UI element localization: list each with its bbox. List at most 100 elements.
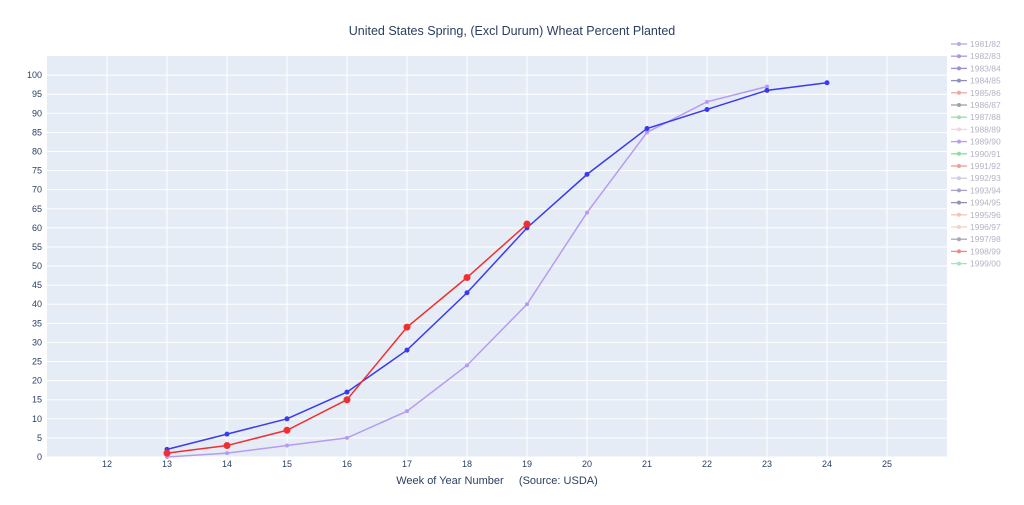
series-line [166,81,828,451]
legend-label: 1986/87 [970,100,1001,110]
x-tick-label: 13 [162,459,172,469]
data-point [345,435,349,440]
legend-item[interactable]: 1992/93 [951,173,1001,183]
legend-label: 1995/96 [970,210,1001,220]
data-point [283,426,291,434]
axis-tick-labels: 0 5 10 15 20 25 30 35 40 45 50 55 60 65 70 75 80 85 90 95 10… [27,70,892,469]
data-point [465,363,469,368]
y-tick-label: 100 [27,70,42,80]
legend-item[interactable]: 1988/89 [951,124,1001,134]
legend-item[interactable]: 1983/84 [951,63,1001,73]
data-point [464,290,470,296]
data-point [343,396,351,404]
legend-marker-icon [957,66,961,71]
data-point [284,416,290,422]
x-tick-label: 14 [222,459,232,469]
legend-label: 1984/85 [970,76,1001,86]
legend-label: 1990/91 [970,149,1001,159]
x-tick-label: 23 [762,459,772,469]
data-point [584,171,590,177]
y-tick-label: 15 [32,395,42,405]
data-point [285,443,289,448]
x-tick-label: 19 [522,459,532,469]
legend-marker-icon [957,225,961,229]
legend-marker-icon [957,115,961,120]
data-point [344,389,350,395]
data-point [705,99,709,104]
series-layer [163,80,830,459]
legend-item[interactable]: 1982/83 [951,51,1001,61]
y-tick-label: 95 [32,89,42,99]
legend-marker-icon [957,188,961,193]
x-tick-label: 17 [402,459,412,469]
x-tick-label: 15 [282,459,292,469]
x-tick-label: 18 [462,459,472,469]
y-tick-label: 80 [32,146,42,156]
legend[interactable]: 1981/82 1982/83 1983/84 1984/85 1985/86 1986/… [951,39,1001,269]
legend-label: 1999/00 [970,259,1001,269]
legend-marker-icon [957,200,961,205]
x-axis-label: Week of Year Number (Source: USDA) [396,475,598,487]
legend-marker-icon [957,103,961,107]
data-point [404,347,410,353]
data-point [644,126,650,132]
data-point [463,274,471,282]
legend-item[interactable]: 1986/87 [951,100,1001,110]
data-point [525,302,529,307]
legend-label: 1998/99 [970,246,1001,256]
legend-marker-icon [957,42,961,46]
grid-lines [47,56,947,458]
legend-item[interactable]: 1990/91 [951,149,1001,159]
legend-marker-icon [957,164,961,168]
legend-item[interactable]: 1997/98 [951,234,1001,244]
legend-item[interactable]: 1991/92 [951,161,1001,171]
legend-item[interactable]: 1985/86 [951,88,1001,98]
y-tick-label: 70 [32,185,42,195]
x-tick-label: 20 [582,459,592,469]
legend-marker-icon [957,237,961,242]
legend-label: 1994/95 [970,198,1001,208]
data-point [223,442,231,450]
legend-item[interactable]: 1996/97 [951,222,1001,232]
legend-marker-icon [957,139,961,144]
y-tick-label: 30 [32,337,42,347]
legend-marker-icon [957,127,961,132]
legend-item[interactable]: 1999/00 [951,259,1001,269]
legend-label: 1982/83 [970,51,1001,61]
data-point [163,449,171,457]
data-point [764,87,770,93]
y-tick-label: 85 [32,127,42,137]
y-tick-label: 90 [32,108,42,118]
y-tick-label: 75 [32,166,42,176]
legend-label: 1992/93 [970,173,1001,183]
chart-title: United States Spring, (Excl Durum) Wheat… [349,24,676,38]
y-tick-label: 65 [32,204,42,214]
y-tick-label: 35 [32,318,42,328]
data-point [225,451,229,456]
legend-marker-icon [957,249,961,254]
y-tick-label: 10 [32,414,42,424]
legend-marker-icon [957,54,961,59]
legend-item[interactable]: 1984/85 [951,76,1001,86]
legend-item[interactable]: 1987/88 [951,112,1001,122]
legend-item[interactable]: 1981/82 [951,39,1001,49]
y-tick-label: 45 [32,280,42,290]
y-tick-label: 40 [32,299,42,309]
x-tick-label: 24 [822,459,832,469]
y-tick-label: 20 [32,376,42,386]
legend-item[interactable]: 1994/95 [951,198,1001,208]
legend-item[interactable]: 1989/90 [951,137,1001,147]
legend-item[interactable]: 1995/96 [951,210,1001,220]
data-point [765,84,769,89]
y-tick-label: 50 [32,261,42,271]
plot-background [47,56,947,457]
legend-marker-icon [957,78,961,83]
legend-item[interactable]: 1998/99 [951,246,1001,256]
legend-marker-icon [957,90,961,95]
data-point [224,431,230,437]
legend-marker-icon [957,151,961,156]
data-point [824,80,830,86]
legend-item[interactable]: 1993/94 [951,185,1001,195]
series-3 [163,220,531,457]
